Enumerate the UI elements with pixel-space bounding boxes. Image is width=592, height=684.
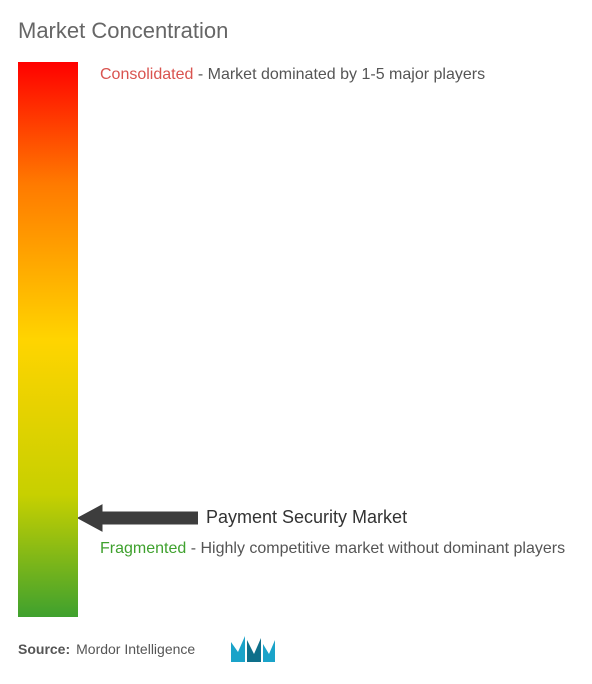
marker-arrow <box>78 503 198 533</box>
fragmented-label-row: Fragmented - Highly competitive market w… <box>100 536 580 562</box>
market-name-label: Payment Security Market <box>206 507 407 528</box>
fragmented-desc: - Highly competitive market without domi… <box>186 540 565 557</box>
consolidated-label-row: Consolidated - Market dominated by 1-5 m… <box>100 64 580 86</box>
gradient-svg <box>18 62 78 617</box>
concentration-gradient-bar <box>18 62 78 617</box>
source-name: Mordor Intelligence <box>76 641 195 657</box>
fragmented-label: Fragmented <box>100 540 186 557</box>
arrow-icon <box>78 503 198 533</box>
footer: Source: Mordor Intelligence <box>18 636 275 662</box>
page-title: Market Concentration <box>18 18 228 44</box>
mordor-logo-icon <box>231 636 275 662</box>
consolidated-label: Consolidated <box>100 66 193 83</box>
consolidated-desc: - Market dominated by 1-5 major players <box>193 66 485 83</box>
source-prefix: Source: <box>18 641 70 657</box>
